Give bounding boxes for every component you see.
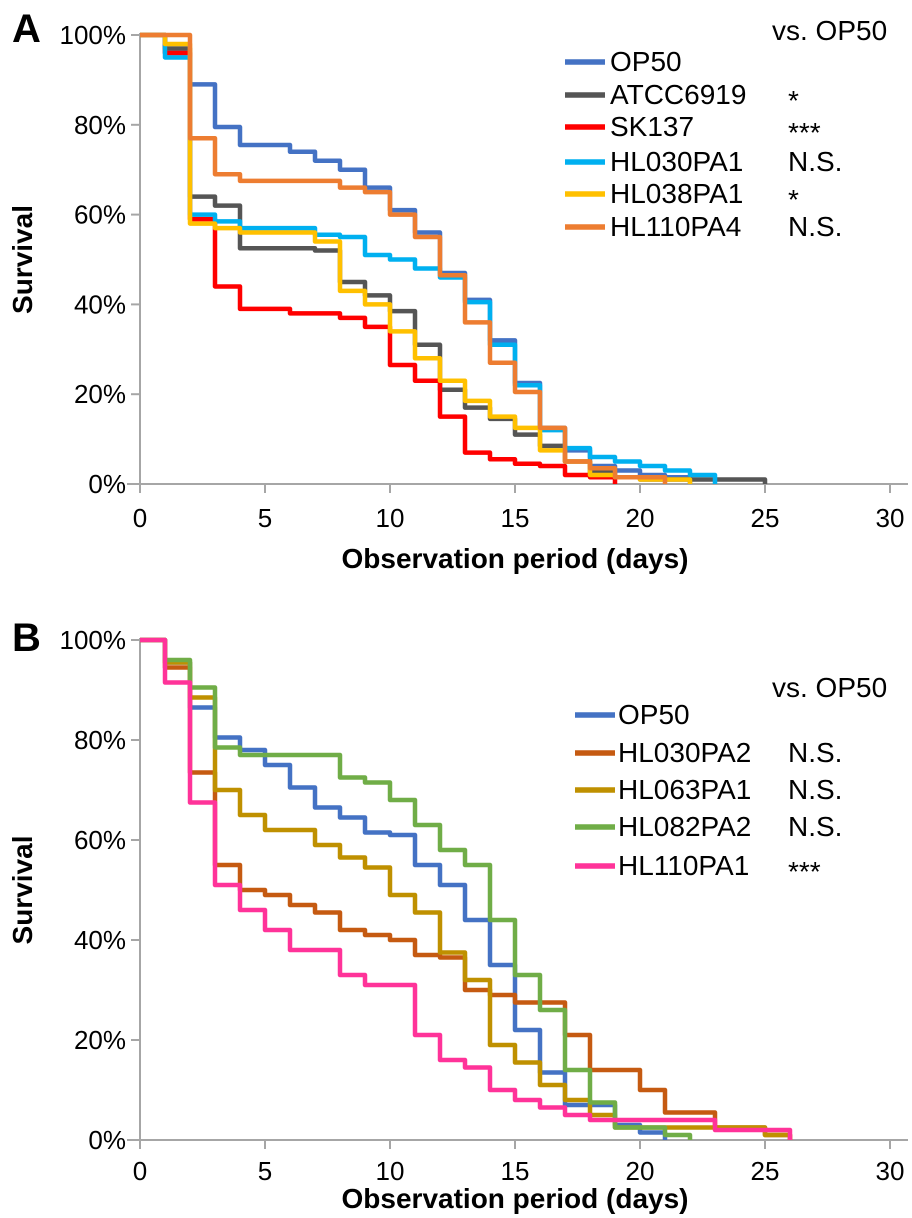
x-axis-title: Observation period (days) [342,543,689,574]
panel-letter: B [12,616,41,660]
x-tick-label: 30 [876,503,905,533]
survival-chart-panel-a: 100% 80% 60% 40% 20% 0%0 5 10 15 20 25 30 A Survival O… [7,7,908,574]
legend-item: SK137 *** [565,111,821,148]
y-tick-label: 80% [74,725,126,755]
x-tick-label: 10 [376,1156,405,1186]
y-tick-label: 60% [74,825,126,855]
y-tick-label: 40% [74,925,126,955]
legend-item: ATCC6919 * [565,79,799,116]
legend-label: OP50 [610,46,682,77]
x-tick-label: 5 [258,1156,272,1186]
x-tick-label: 5 [258,503,272,533]
legend-item: HL038PA1 * [565,178,799,215]
x-tick-label: 20 [626,1156,655,1186]
legend-label: HL030PA2 [618,737,751,768]
x-tick-label: 25 [751,1156,780,1186]
legend-significance: N.S. [788,211,842,242]
legend-item: OP50 [565,46,682,77]
x-tick-label: 15 [501,503,530,533]
series-hl110pa1-line [140,637,793,1140]
y-tick-label: 0% [88,1125,126,1155]
legend-significance: *** [788,117,821,148]
legend-item: HL082PA2 N.S. [575,811,842,842]
x-tick-label: 15 [501,1156,530,1186]
y-tick-label: 100% [60,625,127,655]
survival-chart-panel-b: 100% 80% 60% 40% 20% 0%0 5 10 15 20 25 30 B Survival O… [7,616,908,1214]
legend-item: HL063PA1 N.S. [575,774,842,805]
x-axis-title: Observation period (days) [342,1183,689,1214]
x-tick-label: 0 [133,1156,147,1186]
legend-item: HL110PA4 N.S. [565,211,842,242]
x-tick-label: 10 [376,503,405,533]
legend-significance: N.S. [788,811,842,842]
series-hl110pa4-line [140,32,668,484]
legend-significance: N.S. [788,737,842,768]
legend-header: vs. OP50 [772,15,887,46]
x-tick-label: 0 [133,503,147,533]
legend-label: HL063PA1 [618,774,751,805]
y-tick-label: 80% [74,110,126,140]
y-tick-label: 100% [60,20,127,50]
x-tick-label: 25 [751,503,780,533]
y-tick-label: 0% [88,469,126,499]
legend-label: HL038PA1 [610,178,743,209]
x-tick-label: 30 [876,1156,905,1186]
legend-label: HL110PA4 [610,211,741,242]
legend-label: HL030PA1 [610,146,743,177]
legend-label: HL110PA1 [618,850,749,881]
y-tick-label: 20% [74,1025,126,1055]
legend-label: OP50 [618,699,690,730]
legend-significance: * [788,184,799,215]
legend-significance: * [788,85,799,116]
y-tick-label: 60% [74,200,126,230]
legend-significance: N.S. [788,774,842,805]
legend-label: SK137 [610,111,694,142]
legend-item: HL110PA1 *** [575,850,821,887]
legend-header: vs. OP50 [772,672,887,703]
y-axis-title: Survival [7,836,38,945]
y-tick-label: 20% [74,379,126,409]
legend-label: ATCC6919 [610,79,746,110]
legend-label: HL082PA2 [618,811,751,842]
legend-item: HL030PA1 N.S. [565,146,842,177]
legend-significance: N.S. [788,146,842,177]
legend-item: HL030PA2 N.S. [575,737,842,768]
series-hl063pa1-line [140,637,793,1140]
y-tick-label: 40% [74,289,126,319]
series-hl082pa2-line [140,637,693,1140]
x-tick-label: 20 [626,503,655,533]
panel-letter: A [12,7,41,51]
series-hl030pa2-line [140,637,793,1140]
y-axis-title: Survival [7,205,38,314]
legend-significance: *** [788,856,821,887]
series-sk137-line [140,32,618,484]
legend-item: OP50 [575,699,690,730]
